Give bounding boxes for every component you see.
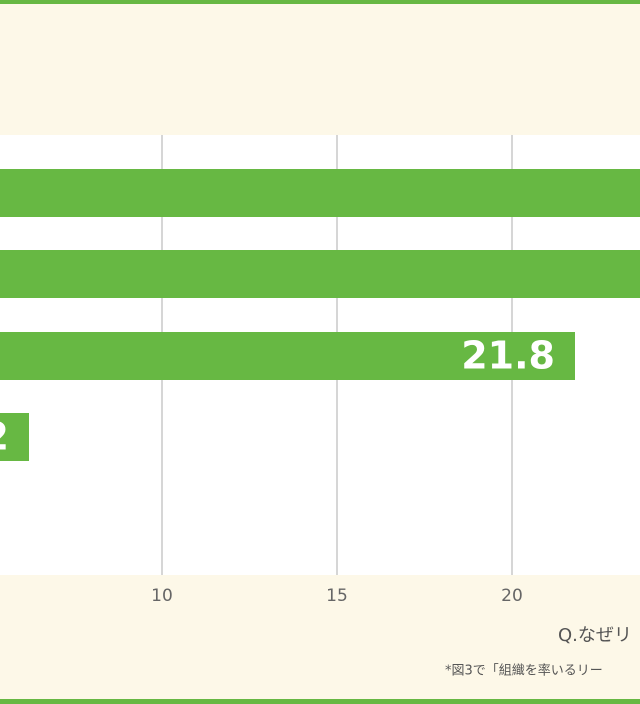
- footnote: *図3で「組織を率いるリー: [445, 663, 603, 679]
- x-tick-label: 20: [501, 586, 523, 606]
- bar: [0, 250, 640, 298]
- value-label: 21.8: [461, 334, 555, 378]
- bar: [0, 332, 575, 380]
- x-tick-label: 15: [326, 586, 348, 606]
- bar: [0, 413, 29, 461]
- value-label: 6.2: [0, 415, 9, 459]
- top-border: [0, 0, 640, 4]
- bottom-border: [0, 699, 640, 704]
- bar: [0, 169, 640, 217]
- question-text: Q.なぜリ: [558, 625, 632, 646]
- x-tick-label: 10: [151, 586, 173, 606]
